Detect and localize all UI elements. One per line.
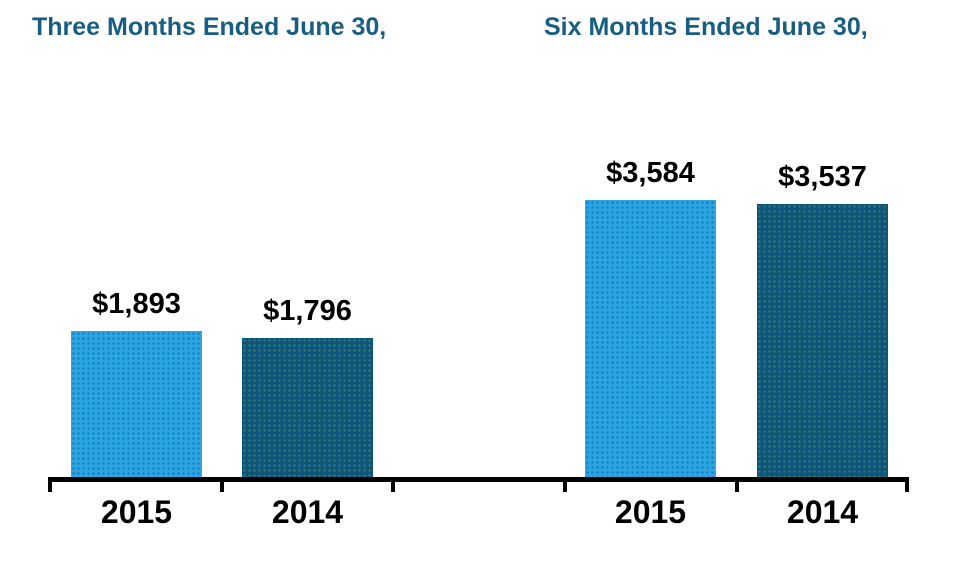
group-title-three-months: Three Months Ended June 30,: [32, 13, 387, 41]
x-axis-line: [48, 477, 909, 482]
bar-value-label: $1,796: [263, 295, 352, 328]
bar-column-six-months-2014: $3,537: [757, 161, 888, 477]
bar-2014-six-months: [757, 204, 888, 477]
bar-column-three-months-2015: $1,893: [71, 288, 202, 477]
x-axis-tick: [905, 477, 909, 492]
bar-2015-three-months: [71, 331, 202, 477]
x-axis-tick: [48, 477, 52, 492]
bar-value-label: $3,584: [606, 157, 695, 190]
bar-value-label: $3,537: [778, 161, 867, 194]
x-axis-label-2014-six-months: 2014: [786, 494, 859, 530]
x-axis-tick: [563, 477, 567, 492]
bar-2015-six-months: [585, 200, 716, 477]
bar-2014-three-months: [242, 338, 373, 477]
group-title-six-months: Six Months Ended June 30,: [544, 13, 868, 41]
x-axis-label-2014-three-months: 2014: [271, 494, 344, 530]
x-axis-tick: [220, 477, 224, 492]
x-axis-tick: [391, 477, 395, 492]
bar-value-label: $1,893: [92, 288, 181, 321]
x-axis-tick: [735, 477, 739, 492]
x-axis-label-2015-six-months: 2015: [614, 494, 687, 530]
bar-column-six-months-2015: $3,584: [585, 157, 716, 477]
bar-column-three-months-2014: $1,796: [242, 295, 373, 477]
x-axis-label-2015-three-months: 2015: [100, 494, 173, 530]
